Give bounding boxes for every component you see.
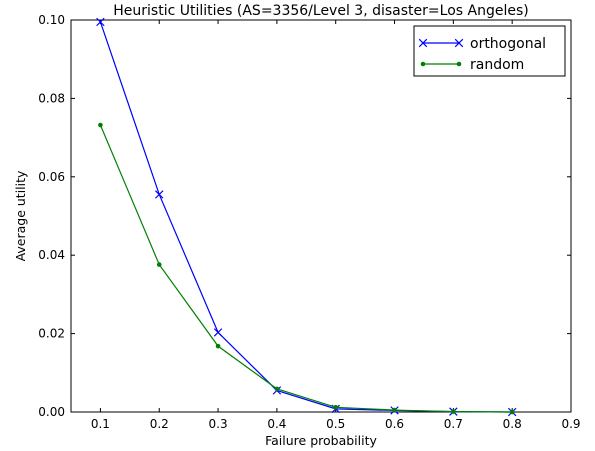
legend-marker xyxy=(418,38,428,48)
legend-item-orthogonal: orthogonal xyxy=(418,36,546,52)
data-point-random xyxy=(333,404,339,410)
chart-title: Heuristic Utilities (AS=3356/Level 3, di… xyxy=(113,3,528,19)
x-tick-label: 0.6 xyxy=(385,417,404,431)
y-axis-label: Average utility xyxy=(13,170,28,261)
data-point-random xyxy=(274,386,280,392)
y-tick-label: 0.06 xyxy=(38,170,65,184)
legend-box xyxy=(413,25,566,77)
x-tick-label: 0.5 xyxy=(326,417,345,431)
data-point-random xyxy=(156,262,162,267)
legend-label-random: random xyxy=(470,57,524,73)
series-random xyxy=(98,122,515,415)
series-orthogonal xyxy=(96,17,517,417)
data-point-random xyxy=(451,409,456,414)
x-axis-label: Failure probability xyxy=(265,433,377,448)
legend-label-orthogonal: orthogonal xyxy=(470,36,546,52)
y-tick-label: 0.00 xyxy=(38,405,65,419)
series-line-random xyxy=(99,124,513,413)
x-tick-label: 0.7 xyxy=(444,417,463,431)
x-tick-label: 0.8 xyxy=(503,417,522,431)
x-tick-label: 0.9 xyxy=(561,417,580,431)
x-tick-label: 0.4 xyxy=(267,417,286,431)
axis-ticks: 0.1 0.2 0.3 0.4 0.5 0.6 0.7 0.8 0.9 0.00 0.02 0.04 0… xyxy=(38,13,580,431)
legend: orthogonal random xyxy=(413,25,566,77)
marker-stroke xyxy=(418,38,428,48)
x-tick-label: 0.1 xyxy=(91,417,110,431)
y-tick-label: 0.08 xyxy=(38,91,65,105)
data-point-orthogonal xyxy=(96,17,105,27)
plot-area-frame xyxy=(70,19,572,413)
marker-stroke xyxy=(213,328,223,337)
data-point-random xyxy=(509,409,515,415)
marker-stroke xyxy=(155,190,164,199)
x-tick-label: 0.2 xyxy=(150,417,169,431)
series-line-orthogonal xyxy=(99,21,513,413)
x-tick-label: 0.3 xyxy=(209,417,228,431)
data-point-random xyxy=(215,343,221,349)
y-tick-label: 0.10 xyxy=(38,13,65,27)
legend-marker xyxy=(456,61,462,67)
legend-item-random: random xyxy=(420,57,524,73)
y-tick-label: 0.02 xyxy=(38,327,65,341)
legend-marker xyxy=(420,61,426,67)
marker-stroke xyxy=(454,38,464,48)
y-tick-label: 0.04 xyxy=(38,248,65,262)
data-point-orthogonal xyxy=(155,190,164,199)
data-point-random xyxy=(98,122,103,128)
data-point-orthogonal xyxy=(213,328,223,337)
data-point-random xyxy=(392,407,397,413)
legend-marker xyxy=(454,38,464,48)
series-layer xyxy=(96,17,517,417)
marker-stroke xyxy=(96,17,105,27)
